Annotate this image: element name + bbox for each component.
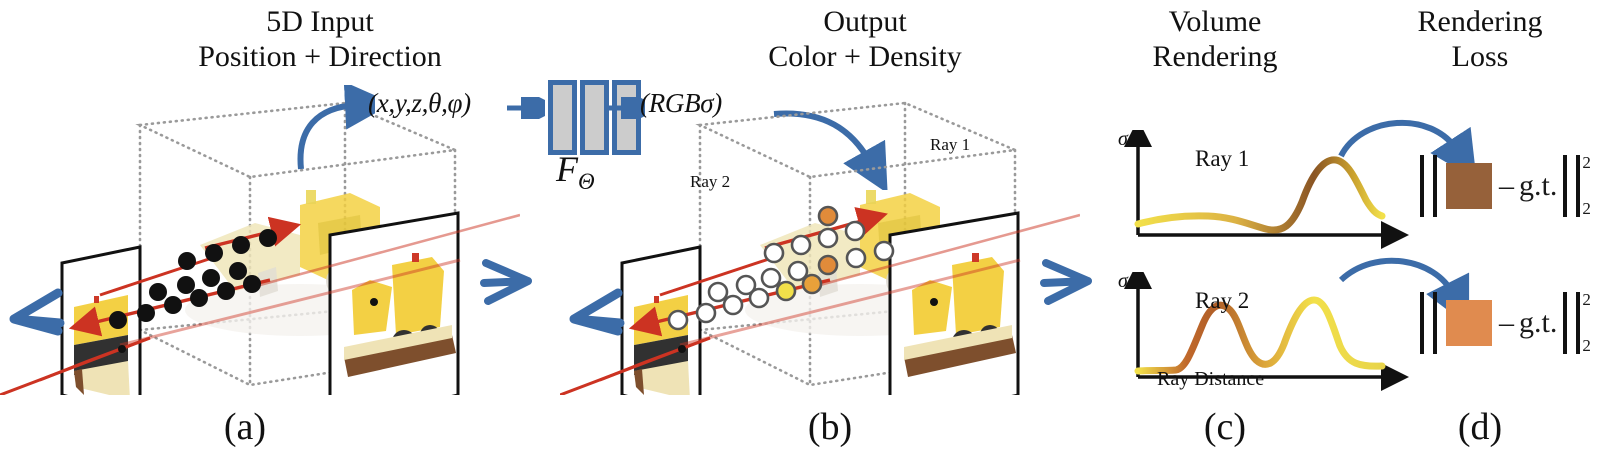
panel-a-scene — [0, 101, 520, 395]
loss-term-2: – g.t. 2 2 — [1420, 290, 1594, 355]
exponent-value: 2 — [1582, 153, 1591, 172]
subscript-value: 2 — [1582, 199, 1591, 218]
output-rgb-sigma-label: (RGBσ) — [640, 88, 722, 118]
header-volrend-line1: Volume — [1168, 5, 1262, 38]
minus-operator: – — [1499, 306, 1514, 339]
input-coordinate-label: (x,y,z,θ,φ) — [368, 88, 471, 118]
curved-arrow-icon-output-to-b — [773, 110, 888, 190]
chart-title-ray2: Ray 2 — [1195, 288, 1250, 313]
sample-points-a — [109, 229, 378, 353]
ray-1-label-b: Ray 1 — [930, 135, 971, 154]
ground-truth-label: g.t. — [1519, 169, 1558, 202]
rendered-color-swatch-2 — [1446, 300, 1492, 346]
exponent-value: 2 — [1582, 290, 1591, 309]
header-volume-rendering: Volume Rendering — [1110, 4, 1320, 75]
camera-frustum-icon-b-right — [1040, 259, 1092, 305]
x-axis-label-ray-distance: Ray Distance — [1157, 368, 1265, 390]
norm-exponent: 2 2 — [1580, 153, 1594, 218]
header-output: Output Color + Density — [670, 4, 1060, 75]
chart-ray2 — [1124, 272, 1409, 391]
chart-title-ray1: Ray 1 — [1195, 146, 1250, 171]
mlp-layer — [548, 80, 577, 155]
norm-bar-close — [1563, 292, 1581, 354]
sublabel-c: (c) — [1203, 406, 1247, 448]
panel-b-scene — [560, 101, 1080, 395]
rendered-color-swatch-1 — [1446, 163, 1492, 209]
header-volrend-line2: Rendering — [1152, 40, 1278, 74]
camera-frustum-icon-a-left — [9, 288, 65, 336]
sublabel-b: (b) — [807, 406, 853, 448]
header-rendering-loss: Rendering Loss — [1360, 4, 1600, 75]
norm-bar-open — [1420, 155, 1437, 217]
curved-arrow-icon-c-to-d-1 — [1338, 119, 1477, 181]
image-plane-right-b — [888, 211, 1020, 395]
header-output-line2: Color + Density — [768, 40, 962, 74]
curved-arrow-icon-c-to-d-2 — [1338, 257, 1470, 327]
header-loss-line1: Rendering — [1417, 5, 1543, 38]
camera-frustum-icon-b-left — [569, 288, 625, 336]
subscript-value: 2 — [1582, 336, 1591, 355]
camera-frustum-icon-a-right — [480, 259, 532, 305]
density-curve-ray2 — [1134, 296, 1386, 375]
ground-truth-label: g.t. — [1519, 306, 1558, 339]
network-name: F — [556, 149, 578, 189]
mlp-layer — [580, 80, 609, 155]
header-input: 5D Input Position + Direction — [110, 4, 530, 75]
norm-bar-open — [1420, 292, 1437, 354]
mlp-arrow-out — [607, 97, 645, 119]
header-input-line1: 5D Input — [266, 5, 374, 38]
image-plane-right — [328, 211, 460, 395]
chart-ray1 — [1124, 130, 1409, 249]
header-input-line2: Position + Direction — [198, 40, 442, 74]
ray-2-label-b: Ray 2 — [690, 172, 731, 191]
norm-exponent: 2 2 — [1580, 290, 1594, 355]
network-name-label: FΘ — [556, 148, 595, 195]
sample-circles-b — [667, 205, 895, 331]
sigma-axis-label-ray2: σ — [1118, 270, 1128, 292]
sigma-axis-label-ray1: σ — [1118, 128, 1128, 150]
header-loss-line2: Loss — [1451, 40, 1509, 74]
minus-operator: – — [1499, 169, 1514, 202]
loss-term-1: – g.t. 2 2 — [1420, 153, 1594, 218]
header-output-line1: Output — [823, 5, 907, 38]
sublabel-d: (d) — [1457, 406, 1503, 448]
curved-arrow-icon-a-to-input — [297, 85, 375, 170]
mlp-block — [548, 80, 641, 155]
sublabel-a: (a) — [223, 406, 267, 448]
network-subscript: Θ — [578, 169, 595, 195]
mlp-arrow-in — [507, 97, 545, 119]
density-curve-ray1 — [1134, 156, 1386, 234]
norm-bar-close — [1563, 155, 1581, 217]
